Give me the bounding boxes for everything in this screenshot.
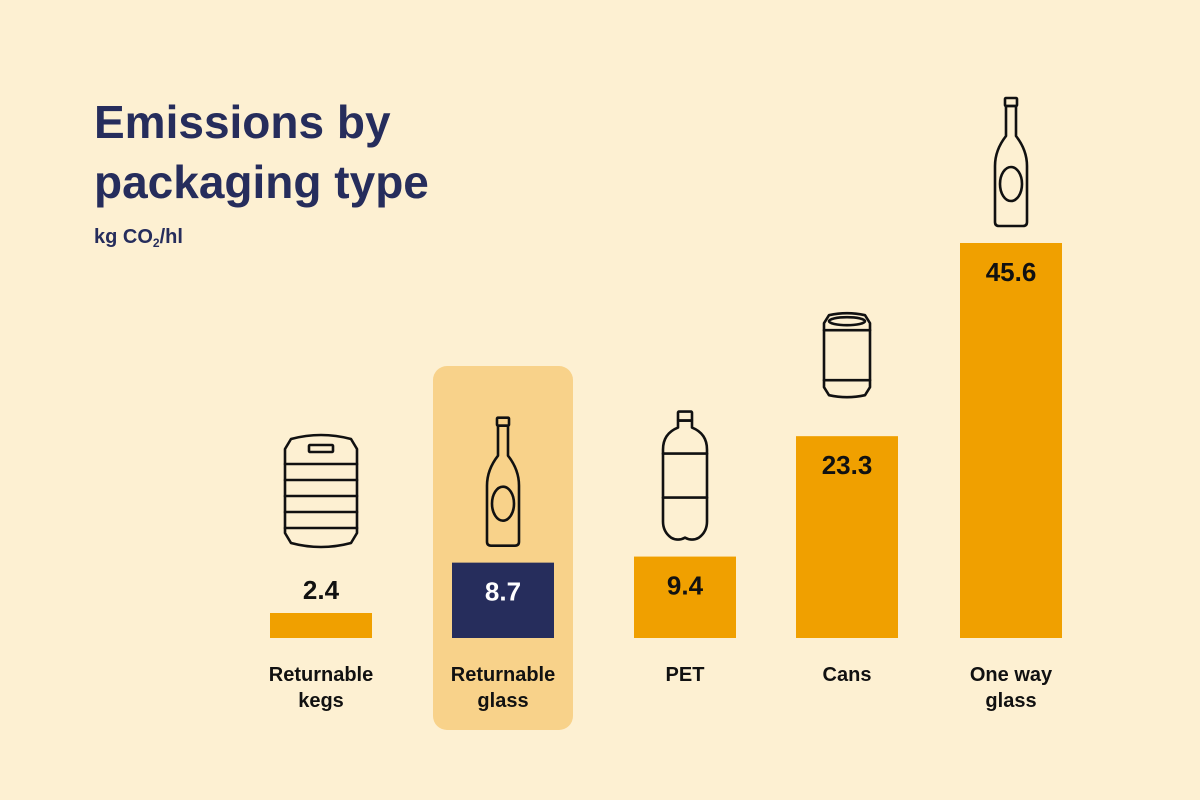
bar-4 <box>960 243 1062 638</box>
unit-suffix: /hl <box>159 226 183 248</box>
bar-1 <box>452 562 554 638</box>
bar-3 <box>796 436 898 638</box>
bar-0 <box>270 613 372 638</box>
chart-unit: kg CO2/hl <box>94 226 183 250</box>
category-label-1-0: Returnable <box>451 664 555 686</box>
keg-icon <box>283 433 359 549</box>
can-icon <box>822 311 872 399</box>
category-label-4-0: One way <box>970 664 1053 686</box>
value-label-4: 45.6 <box>986 257 1037 287</box>
unit-subscript: 2 <box>152 236 160 250</box>
chart-title-line-1: Emissions by <box>94 96 391 148</box>
bar-2 <box>634 556 736 638</box>
pet-bottle-icon <box>661 410 709 541</box>
unit-prefix: kg CO <box>94 226 153 248</box>
category-label-2-0: PET <box>666 664 705 686</box>
value-label-0: 2.4 <box>303 575 340 605</box>
category-label-0-1: kegs <box>298 690 344 712</box>
highlight-panel <box>433 366 573 730</box>
category-label-4-1: glass <box>985 690 1036 712</box>
value-label-3: 23.3 <box>822 450 873 480</box>
category-label-1-1: glass <box>477 690 528 712</box>
category-label-0-0: Returnable <box>269 664 373 686</box>
value-label-2: 9.4 <box>667 571 704 601</box>
chart-title-line-2: packaging type <box>94 156 429 208</box>
category-label-3-0: Cans <box>823 664 872 686</box>
glass-bottle-icon <box>993 96 1029 228</box>
value-label-1: 8.7 <box>485 577 521 607</box>
chart-title: Emissions by packaging type <box>94 92 429 212</box>
glass-bottle-icon <box>485 416 521 547</box>
